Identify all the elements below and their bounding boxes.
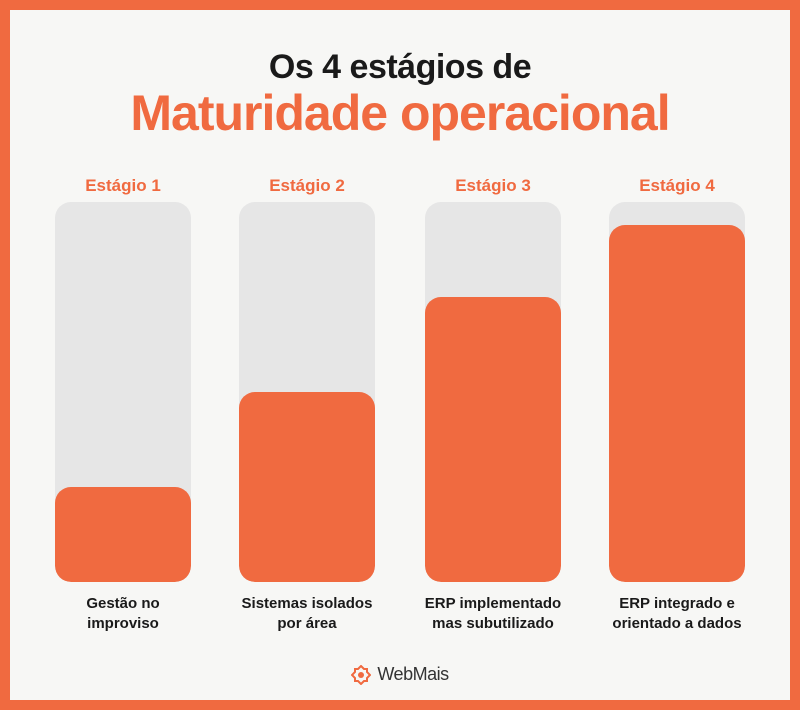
brand-logo: WebMais: [0, 664, 800, 685]
stage-caption-line: Gestão no: [86, 595, 160, 612]
stage-caption-line: por área: [277, 615, 337, 632]
title-line-1: Os 4 estágios de: [268, 48, 532, 86]
stage-label-3: Estágio 3: [455, 176, 531, 195]
stage-label-2: Estágio 2: [269, 176, 345, 195]
bar-fill-1: [55, 487, 191, 582]
stage-caption-2: Sistemas isolados por área: [212, 594, 402, 634]
stage-caption-line: ERP implementado: [424, 595, 562, 612]
bar-track-4: [609, 202, 745, 582]
bar-track-2: [239, 202, 375, 582]
bar-track-3: [425, 202, 561, 582]
stage-caption-line: orientado a dados: [612, 615, 742, 632]
stage-caption-line: mas subutilizado: [432, 615, 554, 632]
title-line-2: Maturidade operacional: [130, 85, 670, 141]
stage-caption-line: Sistemas isolados: [241, 595, 373, 612]
stage-caption-line: ERP integrado e: [619, 595, 735, 612]
bar-fill-2: [239, 392, 375, 582]
stage-caption-1: Gestão no improviso: [28, 594, 218, 634]
stage-label-1: Estágio 1: [85, 176, 161, 195]
brand-name: WebMais: [377, 664, 449, 684]
stage-label-4: Estágio 4: [639, 176, 715, 195]
stage-caption-line: improviso: [87, 615, 159, 632]
bar-track-1: [55, 202, 191, 582]
bar-fill-3: [425, 297, 561, 582]
stage-caption-4: ERP integrado e orientado a dados: [582, 594, 772, 634]
webmais-logo-icon: [351, 664, 372, 685]
stage-caption-3: ERP implementado mas subutilizado: [398, 594, 588, 634]
bar-fill-4: [609, 225, 745, 582]
